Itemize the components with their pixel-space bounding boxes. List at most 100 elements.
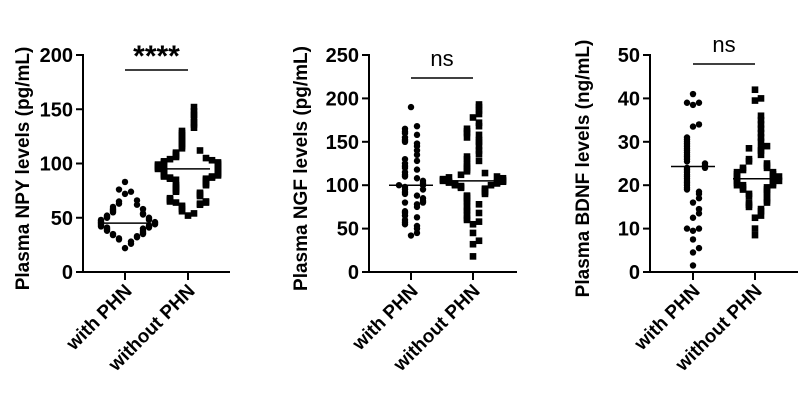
data-point bbox=[166, 155, 174, 163]
data-point bbox=[401, 208, 409, 215]
data-point bbox=[196, 200, 204, 207]
data-point bbox=[739, 164, 747, 172]
data-point bbox=[97, 216, 105, 224]
data-point bbox=[469, 220, 477, 228]
data-point bbox=[745, 190, 753, 198]
y-tick-label: 100 bbox=[40, 154, 73, 176]
y-tick-label: 30 bbox=[618, 132, 640, 154]
data-point bbox=[463, 125, 471, 133]
data-point bbox=[695, 205, 703, 213]
data-point bbox=[190, 103, 198, 111]
data-point bbox=[469, 240, 477, 248]
y-tick-label: 0 bbox=[348, 262, 359, 284]
y-tick-label: 0 bbox=[62, 262, 73, 284]
data-point bbox=[407, 103, 415, 111]
data-point bbox=[401, 125, 409, 132]
data-point bbox=[413, 157, 421, 165]
data-point bbox=[160, 165, 168, 173]
data-point bbox=[178, 127, 186, 135]
data-point bbox=[499, 174, 507, 182]
data-point bbox=[695, 244, 703, 252]
data-point bbox=[689, 123, 697, 130]
data-point bbox=[196, 147, 204, 154]
data-point bbox=[463, 153, 471, 160]
data-point bbox=[475, 131, 483, 139]
data-point bbox=[139, 205, 147, 213]
data-point bbox=[689, 90, 697, 98]
data-point bbox=[695, 225, 703, 232]
data-point bbox=[401, 155, 409, 163]
data-point bbox=[475, 122, 483, 130]
data-point bbox=[463, 134, 471, 141]
data-point bbox=[214, 159, 222, 166]
data-point bbox=[178, 202, 186, 210]
data-point bbox=[463, 192, 471, 199]
data-point bbox=[757, 212, 765, 219]
data-point bbox=[475, 200, 483, 208]
data-point bbox=[493, 173, 501, 180]
data-point bbox=[757, 151, 765, 159]
data-point bbox=[457, 182, 465, 190]
data-point bbox=[751, 214, 759, 222]
data-point bbox=[745, 199, 753, 206]
data-point bbox=[487, 181, 495, 189]
data-point bbox=[745, 145, 753, 152]
y-tick-label: 40 bbox=[618, 88, 640, 110]
data-point bbox=[733, 168, 741, 176]
y-tick-label: 150 bbox=[326, 132, 359, 154]
data-point bbox=[457, 171, 465, 179]
data-point bbox=[139, 225, 147, 232]
data-point bbox=[151, 218, 159, 226]
data-point bbox=[739, 181, 747, 189]
data-point bbox=[413, 214, 421, 221]
data-point bbox=[445, 178, 453, 186]
data-point bbox=[745, 155, 753, 163]
data-point bbox=[751, 86, 759, 94]
data-point bbox=[413, 201, 421, 208]
data-point bbox=[451, 180, 459, 187]
data-point bbox=[463, 160, 471, 167]
data-point bbox=[493, 179, 501, 186]
data-point bbox=[463, 212, 471, 219]
data-point bbox=[145, 222, 153, 229]
data-point bbox=[475, 101, 483, 108]
data-point bbox=[683, 99, 691, 106]
data-point bbox=[419, 177, 427, 185]
data-point bbox=[413, 175, 421, 182]
y-tick-label: 20 bbox=[618, 175, 640, 197]
data-point bbox=[683, 225, 691, 232]
data-point bbox=[683, 164, 691, 172]
y-tick-label: 50 bbox=[337, 219, 359, 241]
data-point bbox=[202, 198, 210, 205]
data-point bbox=[133, 197, 141, 204]
data-point bbox=[769, 168, 777, 176]
data-point bbox=[439, 175, 447, 183]
data-point bbox=[683, 134, 691, 141]
y-tick-label: 250 bbox=[326, 45, 359, 67]
data-point bbox=[145, 214, 153, 221]
data-point bbox=[475, 136, 483, 144]
data-point bbox=[695, 188, 703, 195]
data-point bbox=[413, 222, 421, 230]
data-point bbox=[757, 145, 765, 152]
data-point bbox=[202, 154, 210, 162]
data-point bbox=[469, 253, 477, 260]
data-point bbox=[121, 178, 129, 186]
data-point bbox=[757, 129, 765, 137]
data-point bbox=[757, 95, 765, 102]
data-point bbox=[121, 244, 129, 252]
data-point bbox=[413, 166, 421, 173]
data-point bbox=[757, 134, 765, 141]
y-tick-label: 50 bbox=[618, 45, 640, 67]
data-point bbox=[481, 169, 489, 177]
data-point bbox=[202, 175, 210, 182]
data-point bbox=[109, 203, 117, 211]
significance-label: **** bbox=[133, 40, 180, 73]
data-point bbox=[757, 138, 765, 146]
data-point bbox=[166, 174, 174, 181]
data-point bbox=[133, 232, 141, 240]
data-point bbox=[172, 176, 180, 184]
data-point bbox=[413, 140, 421, 147]
